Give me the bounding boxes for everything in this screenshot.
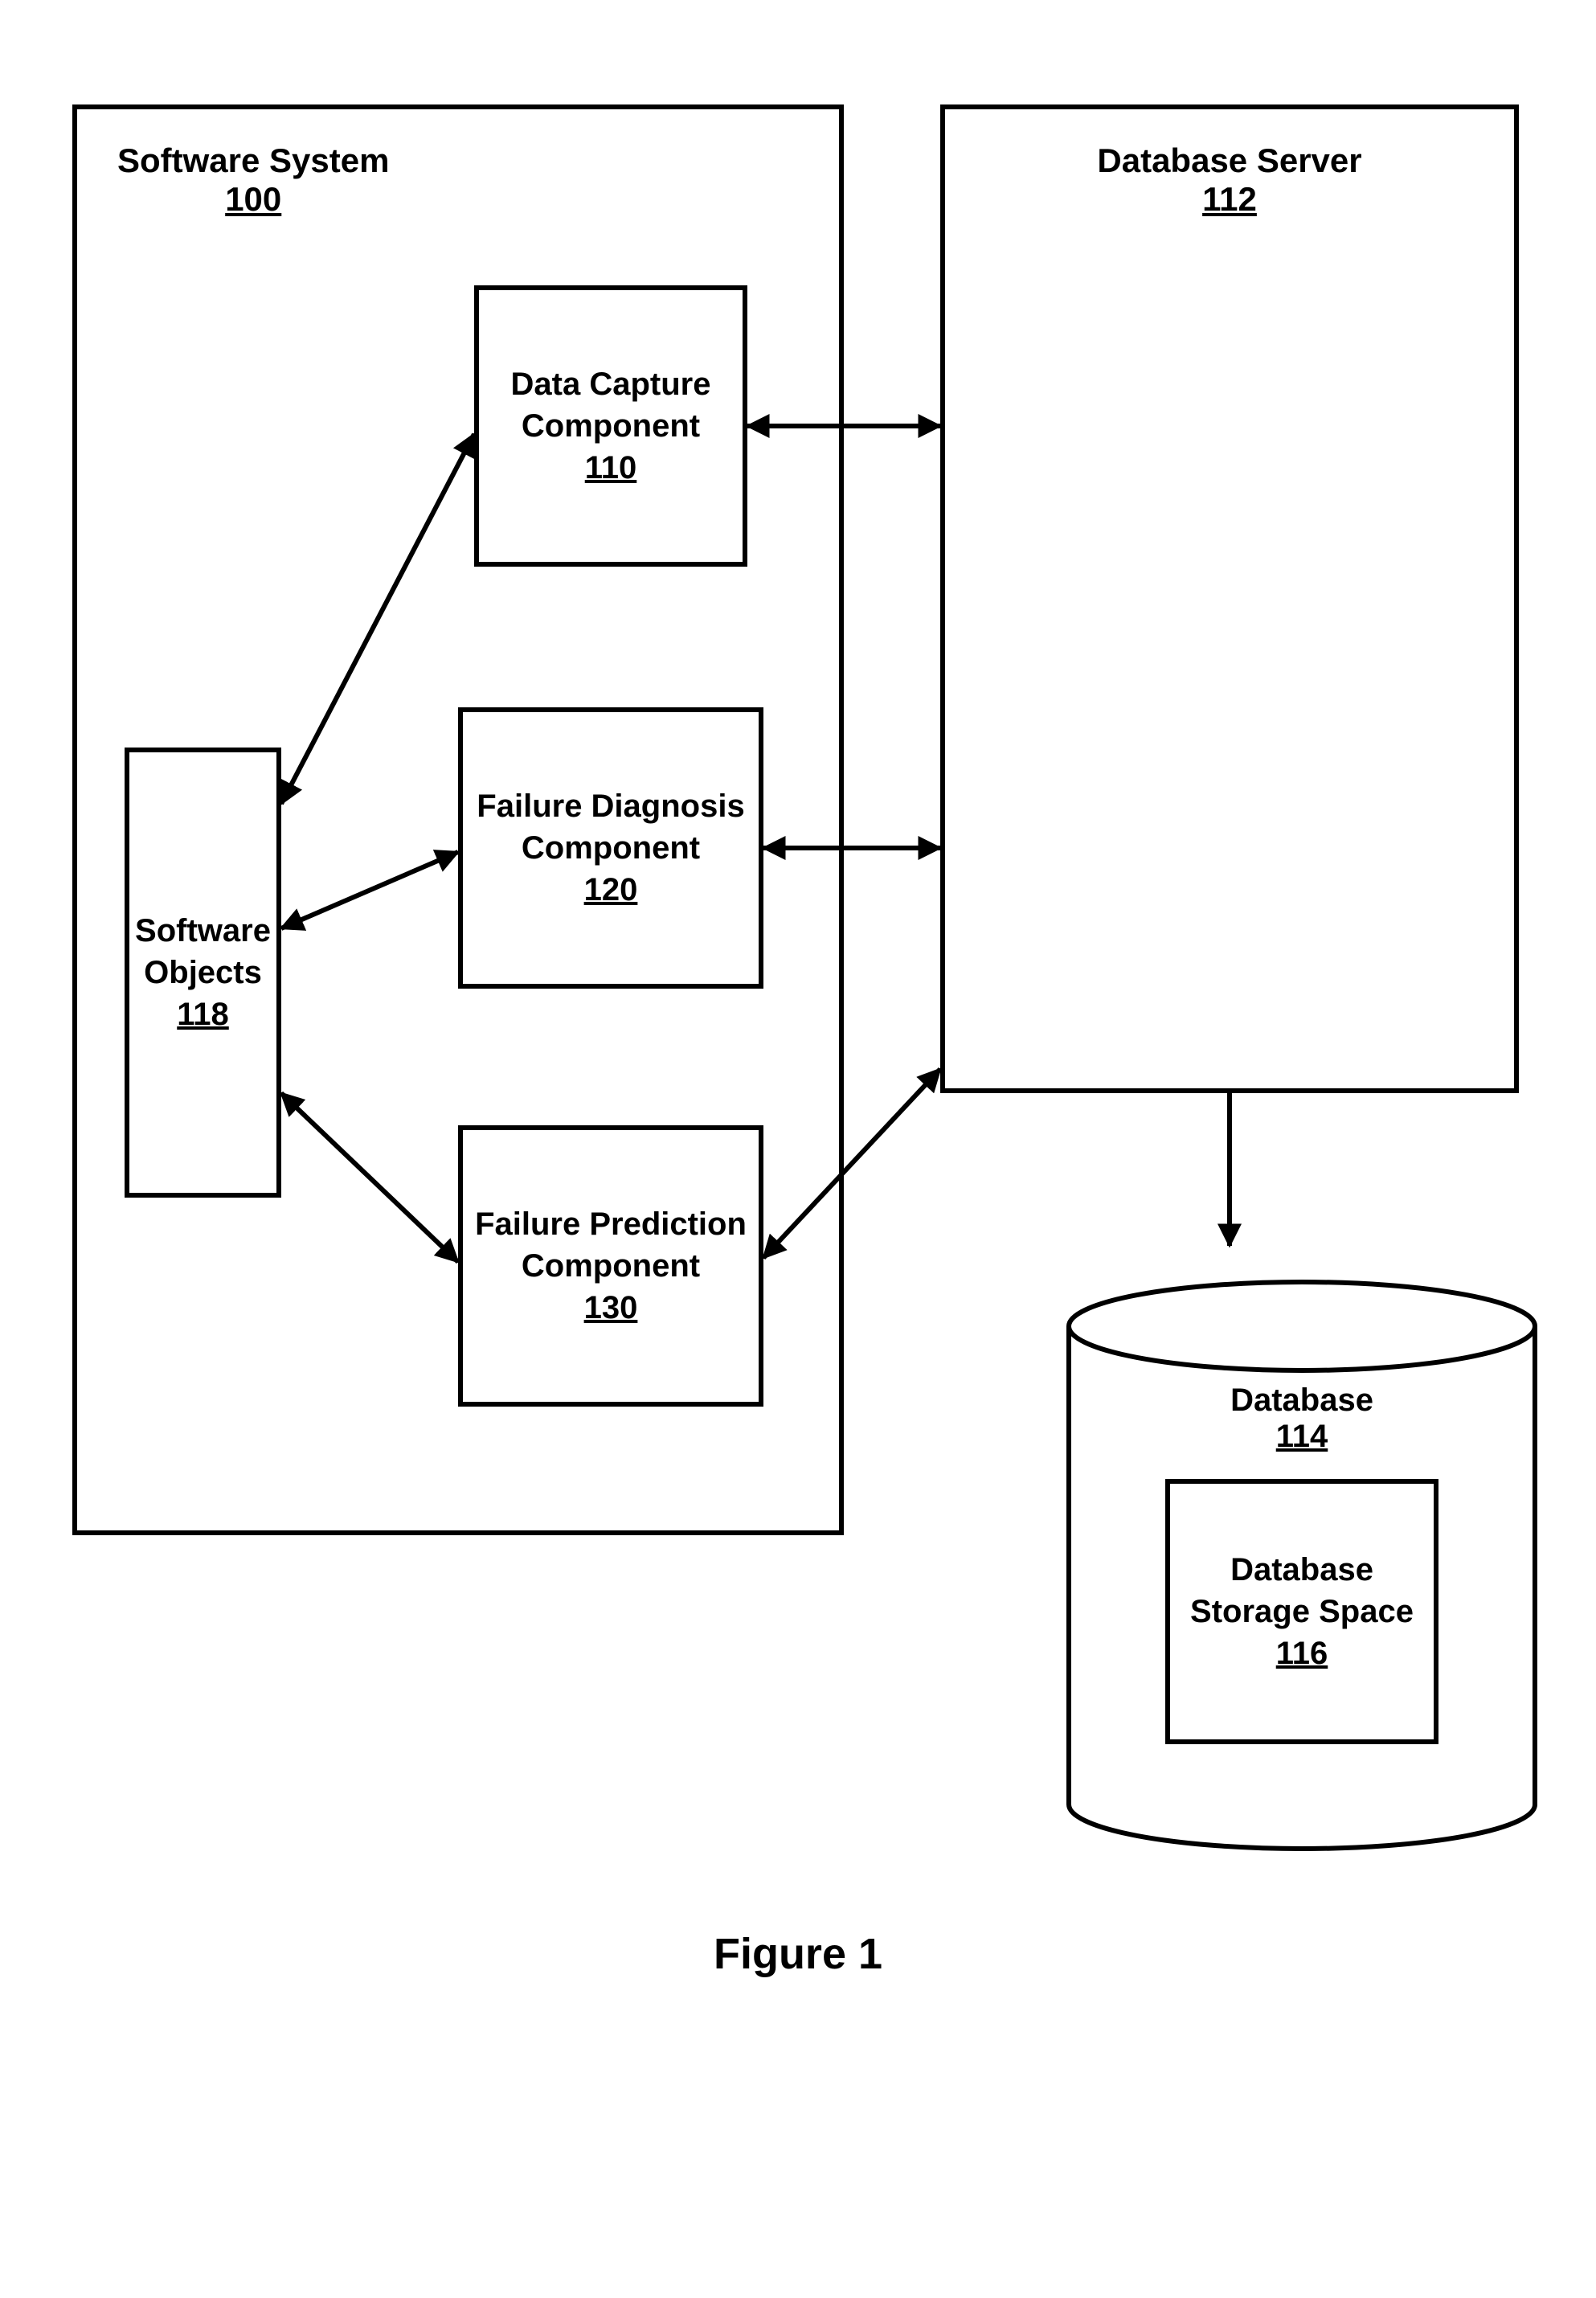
figure-label-text: Figure 1 bbox=[714, 1930, 882, 1978]
software-system-title: Software System bbox=[117, 141, 389, 180]
data-capture-line1: Data Capture bbox=[511, 363, 711, 405]
failure-prediction-line2: Component bbox=[522, 1245, 700, 1287]
diagram-canvas: Software System 100 Database Server 112 … bbox=[0, 0, 1596, 2298]
figure-label: Figure 1 bbox=[0, 1929, 1596, 1979]
failure-diagnosis-node: Failure Diagnosis Component 120 bbox=[458, 707, 763, 989]
failure-diagnosis-line3: 120 bbox=[584, 869, 638, 911]
data-capture-node: Data Capture Component 110 bbox=[474, 285, 747, 567]
storage-space-line3: 116 bbox=[1276, 1632, 1328, 1674]
storage-space-line2: Storage Space bbox=[1190, 1591, 1414, 1632]
failure-prediction-line1: Failure Prediction bbox=[475, 1203, 747, 1245]
software-objects-line2: 118 bbox=[129, 993, 276, 1035]
storage-space-line1: Database bbox=[1230, 1549, 1373, 1591]
software-objects-line1: Software Objects bbox=[129, 910, 276, 993]
software-system-label: Software System 100 bbox=[117, 141, 389, 219]
database-server-number: 112 bbox=[945, 180, 1514, 219]
failure-prediction-line3: 130 bbox=[584, 1287, 638, 1329]
database-label-line1: Database bbox=[1069, 1382, 1535, 1419]
database-server-label: Database Server 112 bbox=[945, 141, 1514, 219]
storage-space-node: Database Storage Space 116 bbox=[1165, 1479, 1438, 1744]
failure-diagnosis-line1: Failure Diagnosis bbox=[477, 785, 744, 827]
software-objects-node: Software Objects 118 bbox=[125, 748, 281, 1198]
data-capture-line3: 110 bbox=[585, 447, 637, 489]
database-cylinder-label: Database 114 bbox=[1069, 1382, 1535, 1455]
data-capture-line2: Component bbox=[522, 405, 700, 447]
failure-diagnosis-line2: Component bbox=[522, 827, 700, 869]
database-server-container: Database Server 112 bbox=[940, 104, 1519, 1093]
database-server-title: Database Server bbox=[945, 141, 1514, 180]
database-label-line2: 114 bbox=[1069, 1419, 1535, 1455]
failure-prediction-node: Failure Prediction Component 130 bbox=[458, 1125, 763, 1407]
software-system-number: 100 bbox=[117, 180, 389, 219]
